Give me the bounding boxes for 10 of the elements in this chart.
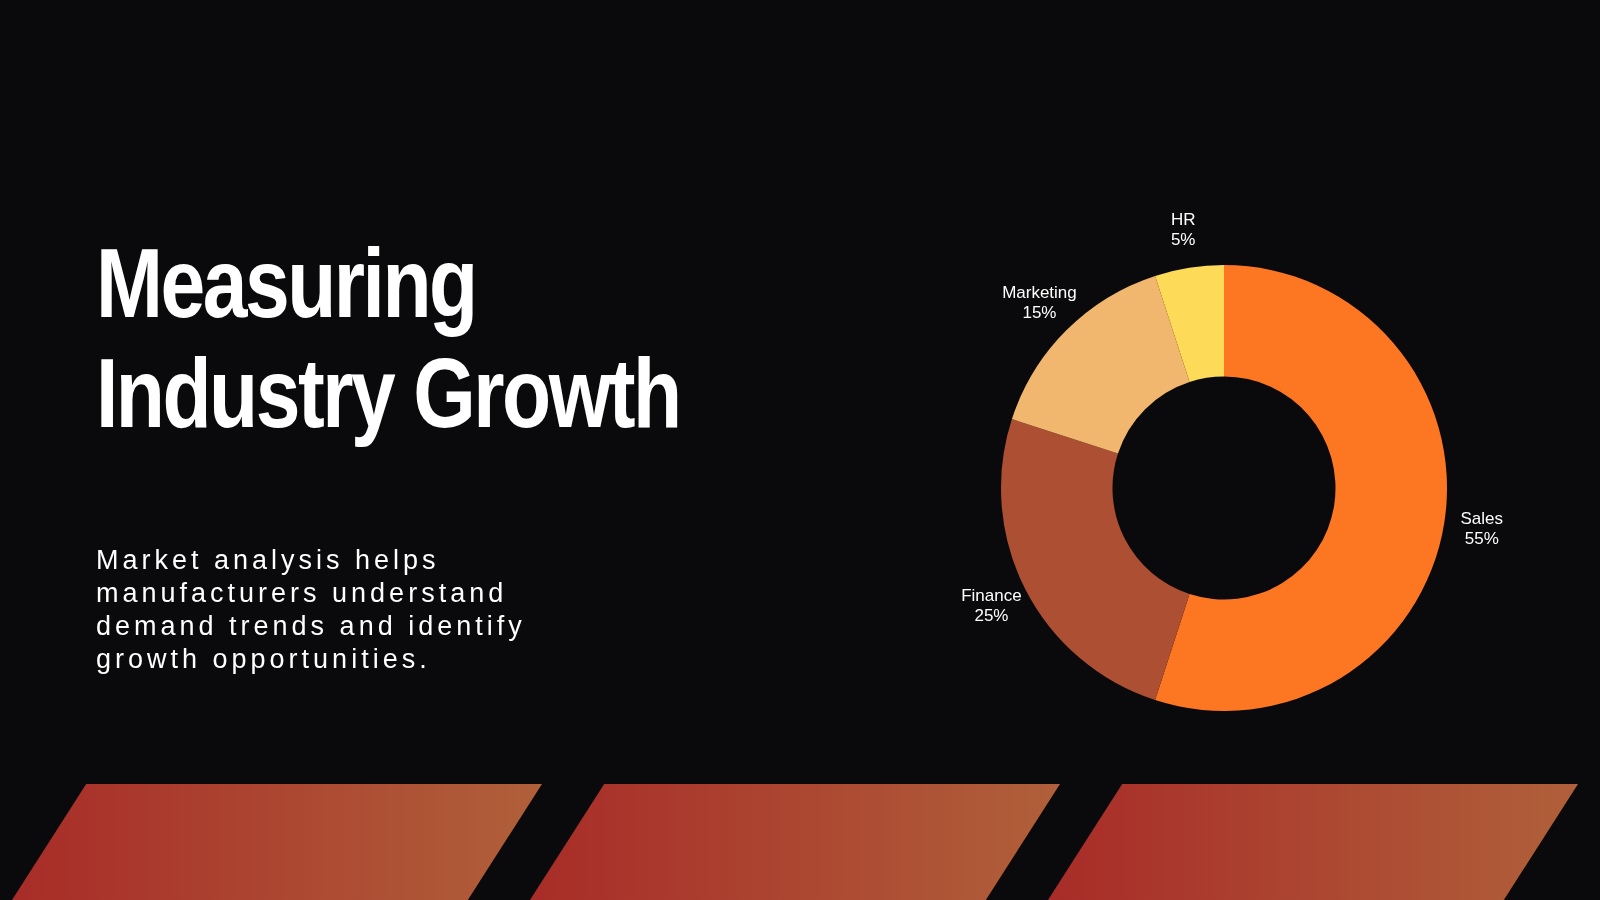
slice-label: Sales — [1460, 508, 1504, 528]
slice-label: Finance — [961, 586, 1022, 606]
data-label: 15% — [1022, 303, 1057, 323]
text: Measuring Industry Growth — [96, 228, 681, 448]
data-label: 25% — [974, 606, 1009, 626]
data-label: 5% — [1170, 229, 1196, 249]
text: Market analysis helps manufacturers understand demand trends and identify growth opportunities. — [96, 544, 527, 676]
slice-label: HR — [1170, 209, 1196, 229]
slice-label: Marketing — [1002, 283, 1077, 303]
data-label: 55% — [1464, 528, 1499, 548]
